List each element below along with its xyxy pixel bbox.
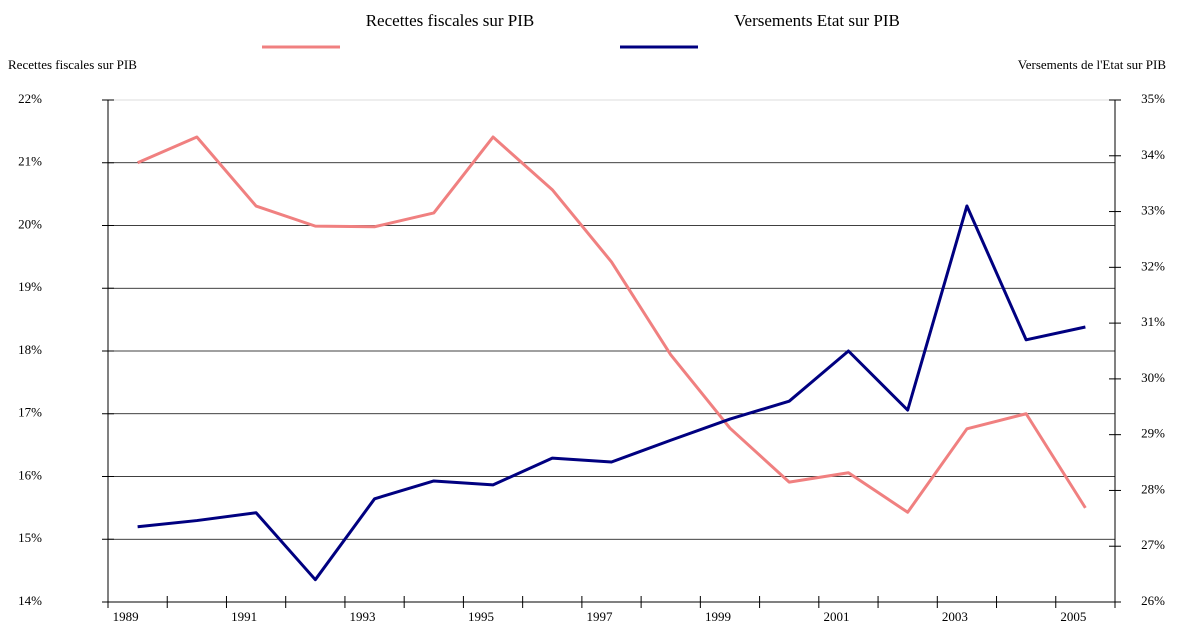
x-tick-label: 2003 (942, 609, 968, 624)
y-tick-label: 17% (18, 405, 42, 420)
y-tick-label: 16% (18, 467, 42, 482)
y-tick-label: 14% (18, 593, 42, 608)
x-tick-label: 1995 (468, 609, 494, 624)
y-tick-label: 20% (18, 216, 42, 231)
y2-tick-label: 33% (1141, 203, 1165, 218)
y2-tick-label: 26% (1141, 593, 1165, 608)
y2-tick-label: 34% (1141, 147, 1165, 162)
y2-tick-label: 35% (1141, 91, 1165, 106)
legend-label: Recettes fiscales sur PIB (366, 11, 535, 30)
series-line (137, 135, 1087, 514)
y2-tick-label: 31% (1141, 314, 1165, 329)
y2-tick-label: 32% (1141, 258, 1165, 273)
y-tick-label: 19% (18, 279, 42, 294)
y2-tick-label: 28% (1141, 481, 1165, 496)
series-line (137, 204, 1086, 582)
y2-tick-label: 27% (1141, 537, 1165, 552)
legend-label: Versements Etat sur PIB (734, 11, 900, 30)
y-axis-title: Recettes fiscales sur PIB (8, 57, 137, 72)
y-tick-label: 22% (18, 91, 42, 106)
y2-axis-title: Versements de l'Etat sur PIB (1018, 57, 1167, 72)
y-tick-label: 18% (18, 342, 42, 357)
x-tick-label: 1989 (113, 609, 139, 624)
y-tick-label: 21% (18, 154, 42, 169)
y-tick-label: 15% (18, 530, 42, 545)
x-tick-label: 1997 (587, 609, 614, 624)
y2-tick-label: 29% (1141, 426, 1165, 441)
x-tick-label: 2005 (1060, 609, 1086, 624)
x-tick-label: 1999 (705, 609, 731, 624)
x-tick-label: 1993 (350, 609, 376, 624)
x-tick-label: 2001 (823, 609, 849, 624)
x-tick-label: 1991 (231, 609, 257, 624)
y2-tick-label: 30% (1141, 370, 1165, 385)
